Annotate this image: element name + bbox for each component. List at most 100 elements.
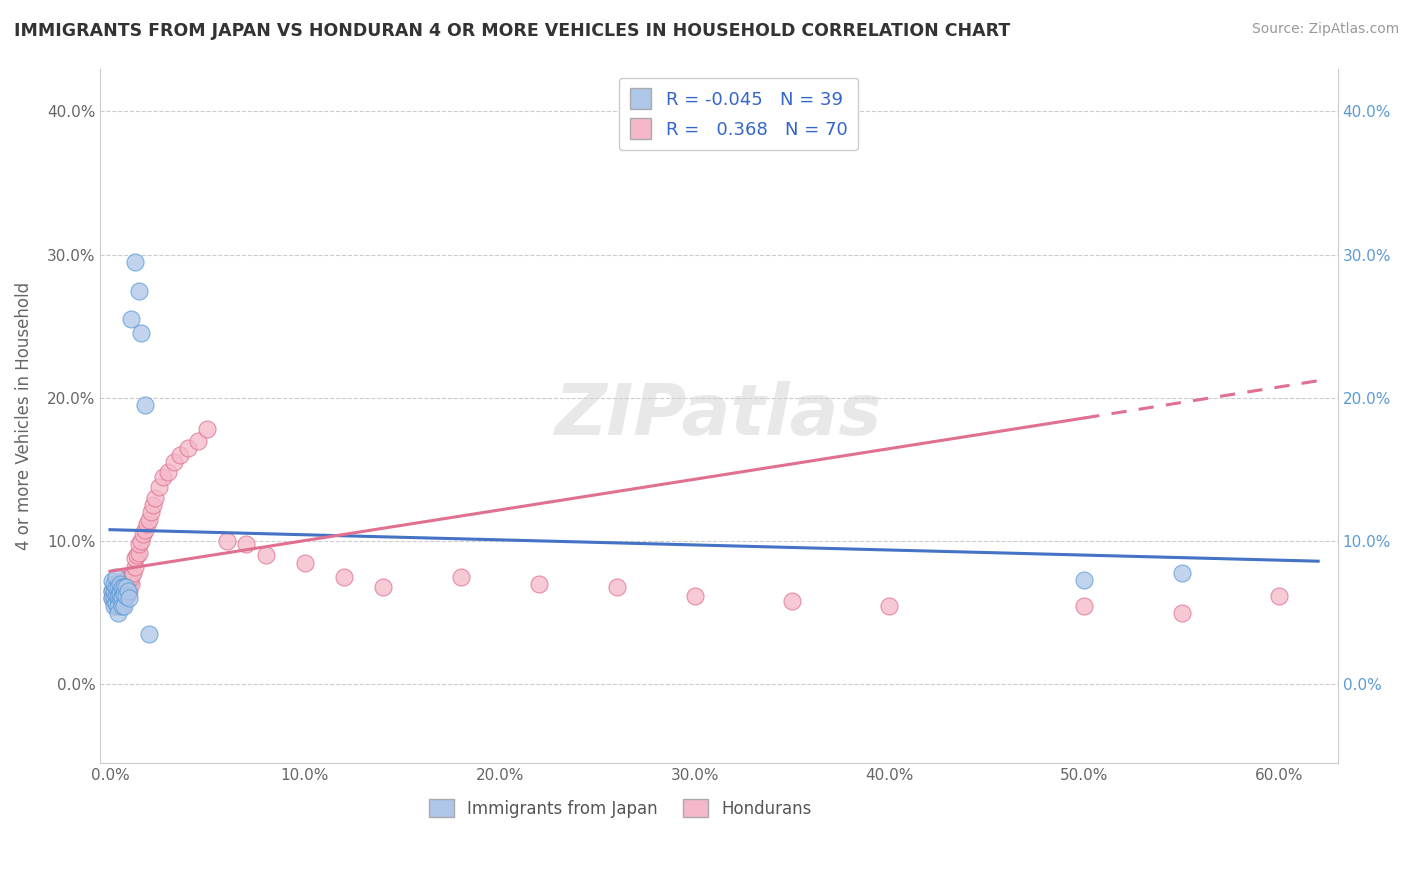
Text: IMMIGRANTS FROM JAPAN VS HONDURAN 4 OR MORE VEHICLES IN HOUSEHOLD CORRELATION CH: IMMIGRANTS FROM JAPAN VS HONDURAN 4 OR M…: [14, 22, 1011, 40]
Point: [450, 570, 472, 584]
Point: [111, 599, 134, 613]
Text: ZIPatlas: ZIPatlas: [555, 381, 883, 450]
Y-axis label: 4 or more Vehicles in Household: 4 or more Vehicles in Household: [15, 282, 32, 549]
Point: [114, 584, 136, 599]
Point: [128, 284, 150, 298]
Point: [683, 589, 706, 603]
Point: [1171, 566, 1194, 580]
Point: [112, 580, 135, 594]
Point: [148, 480, 170, 494]
Point: [114, 577, 136, 591]
Point: [111, 591, 134, 606]
Point: [139, 506, 162, 520]
Point: [118, 584, 141, 599]
Point: [128, 546, 150, 560]
Point: [294, 556, 316, 570]
Point: [108, 577, 131, 591]
Point: [157, 466, 180, 480]
Point: [103, 599, 125, 613]
Point: [111, 589, 134, 603]
Point: [108, 591, 131, 606]
Point: [187, 434, 209, 448]
Point: [107, 577, 129, 591]
Point: [101, 584, 124, 599]
Point: [112, 594, 135, 608]
Point: [1073, 599, 1095, 613]
Point: [118, 570, 141, 584]
Point: [120, 577, 142, 591]
Point: [128, 537, 150, 551]
Point: [107, 591, 129, 606]
Point: [111, 580, 134, 594]
Point: [118, 577, 141, 591]
Point: [138, 513, 160, 527]
Point: [107, 580, 129, 594]
Point: [108, 591, 131, 606]
Point: [104, 589, 127, 603]
Point: [108, 584, 131, 599]
Point: [101, 591, 124, 606]
Point: [371, 580, 394, 594]
Point: [107, 599, 129, 613]
Point: [136, 516, 159, 531]
Point: [169, 448, 191, 462]
Point: [163, 455, 186, 469]
Point: [108, 584, 131, 599]
Point: [114, 580, 136, 594]
Point: [103, 584, 125, 599]
Point: [117, 580, 139, 594]
Point: [1073, 573, 1095, 587]
Point: [152, 469, 174, 483]
Point: [235, 537, 257, 551]
Point: [134, 398, 156, 412]
Point: [112, 589, 135, 603]
Point: [108, 577, 131, 591]
Point: [134, 523, 156, 537]
Point: [138, 627, 160, 641]
Point: [124, 560, 146, 574]
Point: [124, 255, 146, 269]
Point: [1268, 589, 1291, 603]
Point: [101, 591, 124, 606]
Point: [122, 566, 145, 580]
Point: [118, 591, 141, 606]
Point: [117, 587, 139, 601]
Point: [112, 573, 135, 587]
Point: [111, 587, 134, 601]
Point: [111, 580, 134, 594]
Point: [606, 580, 628, 594]
Point: [215, 534, 238, 549]
Point: [104, 584, 127, 599]
Point: [108, 587, 131, 601]
Point: [103, 594, 125, 608]
Text: Source: ZipAtlas.com: Source: ZipAtlas.com: [1251, 22, 1399, 37]
Point: [104, 591, 127, 606]
Point: [107, 584, 129, 599]
Point: [107, 589, 129, 603]
Point: [107, 606, 129, 620]
Point: [132, 527, 155, 541]
Point: [197, 422, 219, 436]
Point: [103, 577, 125, 591]
Point: [117, 584, 139, 599]
Point: [111, 591, 134, 606]
Point: [112, 599, 135, 613]
Point: [107, 594, 129, 608]
Point: [143, 491, 166, 505]
Point: [104, 599, 127, 613]
Point: [129, 534, 152, 549]
Point: [104, 580, 127, 594]
Point: [333, 570, 356, 584]
Point: [112, 580, 135, 594]
Point: [107, 589, 129, 603]
Point: [254, 549, 277, 563]
Point: [114, 589, 136, 603]
Point: [104, 596, 127, 610]
Point: [1171, 606, 1194, 620]
Point: [103, 589, 125, 603]
Point: [527, 577, 550, 591]
Legend: Immigrants from Japan, Hondurans: Immigrants from Japan, Hondurans: [422, 793, 818, 824]
Point: [112, 587, 135, 601]
Point: [142, 499, 165, 513]
Point: [101, 584, 124, 599]
